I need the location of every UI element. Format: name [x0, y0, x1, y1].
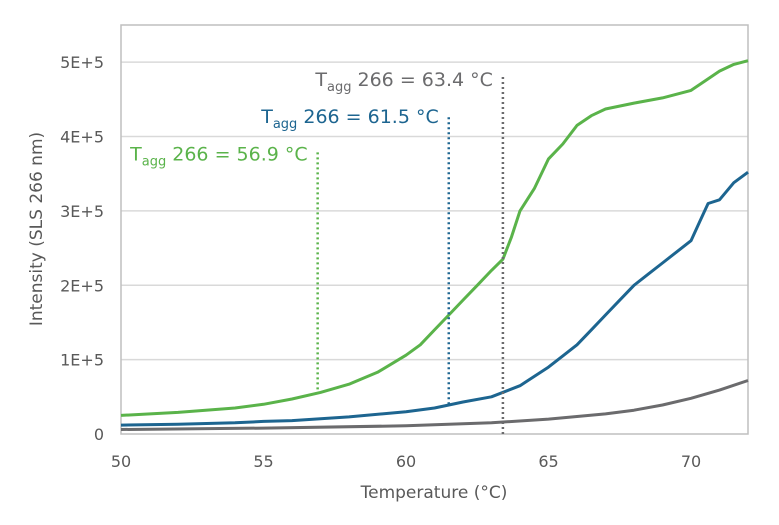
y-tick-label: 1E+5 [60, 351, 104, 370]
tick-labels: 0 1E+5 2E+5 3E+5 4E+5 5E+5 50 55 60 65 70 [60, 53, 701, 471]
y-tick-label: 5E+5 [60, 53, 104, 72]
y-tick-label: 3E+5 [60, 202, 104, 221]
series-line [120, 59, 749, 417]
x-tick-label: 60 [396, 452, 416, 471]
y-axis-label: Intensity (SLS 266 nm) [27, 132, 47, 326]
annotations: Tagg 266 = 56.9 °C Tagg 266 = 61.5 °C Tagg… [129, 69, 505, 434]
x-tick-label: 65 [538, 452, 558, 471]
y-tick-label: 0 [94, 425, 104, 444]
grid [120, 24, 749, 435]
y-tick-label: 2E+5 [60, 276, 104, 295]
x-tick-label: 70 [681, 452, 701, 471]
series-group [120, 59, 749, 431]
series-line [120, 379, 749, 431]
y-tick-label: 4E+5 [60, 128, 104, 147]
x-tick-label: 50 [111, 452, 131, 471]
x-axis-label: Temperature (°C) [360, 483, 508, 503]
x-tick-label: 55 [253, 452, 273, 471]
tagg-annotation-label: Tagg 266 = 63.4 °C [314, 69, 493, 95]
series-line [120, 170, 749, 427]
plot-border [120, 24, 749, 435]
tagg-annotation-label: Tagg 266 = 61.5 °C [260, 106, 439, 132]
tagg-annotation-label: Tagg 266 = 56.9 °C [129, 143, 308, 169]
